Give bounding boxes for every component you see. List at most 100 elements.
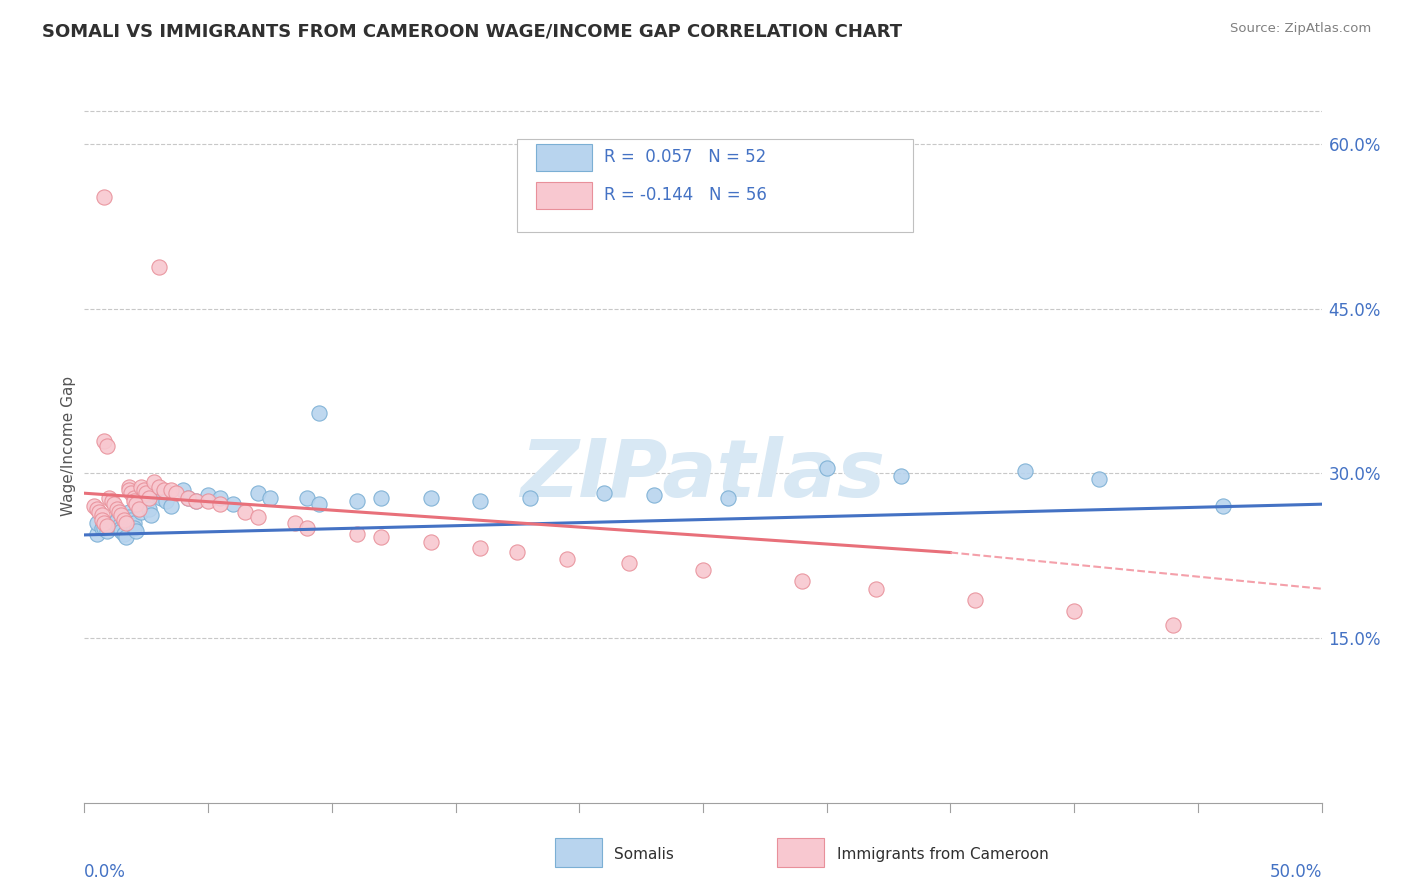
Point (370, 491, 392, 505)
Point (128, 501, 150, 516)
Point (295, 491, 318, 505)
Point (128, 501, 150, 516)
Text: Immigrants from Cameroon: Immigrants from Cameroon (837, 847, 1049, 862)
Bar (536, 145, 592, 171)
Point (209, 491, 232, 505)
Point (308, 497, 330, 511)
Point (122, 494, 145, 508)
Point (160, 500, 183, 514)
Point (419, 491, 441, 505)
Point (110, 508, 132, 523)
Point (86, 501, 108, 516)
Point (346, 494, 368, 508)
Point (519, 491, 541, 505)
Point (150, 491, 173, 505)
Point (129, 505, 152, 519)
Point (177, 491, 200, 505)
Point (90, 521, 112, 535)
Point (790, 574, 813, 588)
Point (184, 494, 207, 508)
Point (259, 491, 281, 505)
Point (93, 434, 115, 448)
Point (86, 516, 108, 530)
Text: R = -0.144   N = 56: R = -0.144 N = 56 (605, 186, 766, 203)
Point (197, 494, 219, 508)
Point (197, 488, 219, 502)
Point (617, 557, 640, 571)
FancyBboxPatch shape (517, 139, 914, 232)
Point (115, 516, 138, 530)
Point (103, 516, 125, 530)
Point (122, 516, 145, 530)
Point (90, 508, 112, 523)
Point (692, 563, 714, 577)
Point (370, 530, 392, 544)
Text: ZIPatlas: ZIPatlas (520, 435, 886, 514)
Bar (778, 838, 824, 867)
Point (90, 512, 112, 526)
Point (643, 488, 665, 502)
Point (118, 505, 141, 519)
Point (209, 497, 232, 511)
Text: Somalis: Somalis (614, 847, 673, 862)
Point (295, 521, 318, 535)
Point (233, 505, 256, 519)
Point (815, 461, 838, 475)
Point (593, 486, 616, 500)
Point (717, 491, 740, 505)
Point (148, 260, 170, 274)
Point (118, 510, 141, 524)
Point (1088, 472, 1111, 486)
Point (555, 552, 578, 566)
Point (152, 483, 174, 497)
Bar (536, 182, 592, 209)
Point (1063, 604, 1085, 618)
Point (112, 512, 135, 526)
Point (142, 475, 165, 490)
Point (93, 190, 115, 204)
Point (100, 494, 122, 508)
Point (93, 516, 115, 530)
Point (108, 519, 131, 533)
Point (148, 488, 170, 502)
Point (1161, 618, 1184, 632)
Text: 50.0%: 50.0% (1270, 863, 1322, 881)
Point (98, 491, 121, 505)
Point (105, 501, 128, 516)
Point (138, 491, 160, 505)
Point (184, 494, 207, 508)
Point (246, 510, 269, 524)
Point (470, 541, 492, 555)
Point (93, 521, 115, 535)
Point (470, 494, 492, 508)
Point (865, 582, 887, 596)
Point (138, 501, 160, 516)
Point (148, 480, 170, 494)
Point (135, 486, 157, 500)
Point (122, 491, 145, 505)
Point (118, 483, 141, 497)
Point (506, 545, 529, 559)
Point (165, 486, 187, 500)
Text: 0.0%: 0.0% (84, 863, 127, 881)
Point (155, 494, 177, 508)
Point (125, 524, 148, 538)
Point (135, 497, 157, 511)
Point (284, 516, 307, 530)
Point (108, 505, 131, 519)
Point (419, 534, 441, 549)
Point (129, 480, 152, 494)
Point (105, 512, 128, 526)
Bar (554, 838, 602, 867)
Point (177, 491, 200, 505)
Text: SOMALI VS IMMIGRANTS FROM CAMEROON WAGE/INCOME GAP CORRELATION CHART: SOMALI VS IMMIGRANTS FROM CAMEROON WAGE/… (42, 22, 903, 40)
Point (89, 505, 111, 519)
Point (120, 512, 142, 526)
Point (120, 486, 142, 500)
Point (115, 530, 138, 544)
Point (1212, 500, 1234, 514)
Point (96, 524, 118, 538)
Point (125, 497, 148, 511)
Point (132, 483, 155, 497)
Point (246, 486, 269, 500)
